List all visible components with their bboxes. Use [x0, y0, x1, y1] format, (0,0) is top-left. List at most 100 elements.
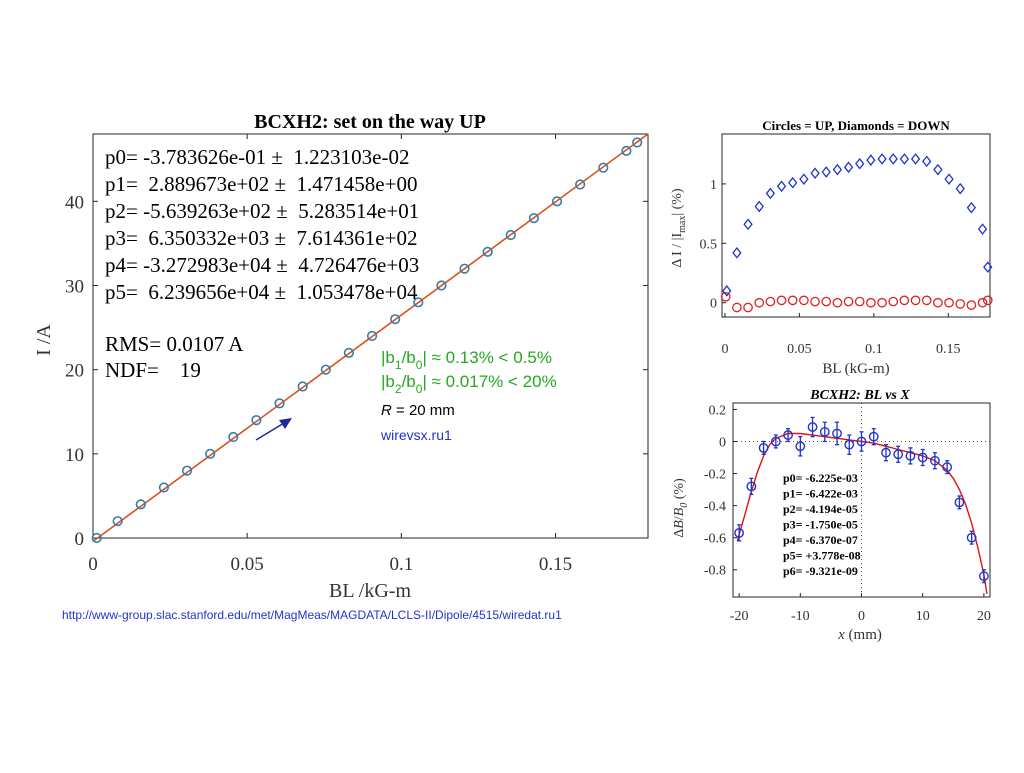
bl-vs-x-data-point [930, 455, 940, 466]
updown-data-points [720, 153, 993, 313]
main-data-point [436, 280, 447, 291]
bl-vs-x-fit-curve-group [736, 432, 988, 594]
bl-vs-x-fit-param: p6= -9.321e-09 [783, 564, 858, 578]
up-circle-point [921, 295, 932, 306]
main-data-point [320, 364, 331, 375]
main-data-point [413, 297, 424, 308]
main-data-point [390, 314, 401, 325]
bl-vs-x-data-point [942, 462, 953, 473]
radius-value: = 20 mm [392, 402, 455, 419]
main-data-point [251, 415, 262, 426]
down-diamond-point [977, 223, 988, 235]
down-diamond-point [888, 153, 898, 165]
updown-x-tick-label: 0.15 [936, 342, 961, 357]
bl-vs-x-y-tick-label: 0 [719, 435, 726, 450]
up-circle-point [854, 296, 865, 307]
bl-vs-x-y-tick-label: 0.2 [709, 403, 727, 418]
bl-vs-x-x-tick-label: -20 [730, 609, 749, 624]
b2-ratio-mid: /b [402, 372, 416, 391]
bl-vs-x-data-point [844, 439, 855, 450]
source-file-label: wirevsx.ru1 [380, 427, 452, 443]
down-diamond-point [732, 246, 742, 259]
bl-vs-x-fit-param: p0= -6.225e-03 [783, 471, 858, 485]
up-circle-point [743, 302, 753, 313]
updown-x-tick-label: 0 [721, 342, 728, 357]
main-data-point [205, 448, 216, 459]
data-url-link[interactable]: http://www-group.slac.stanford.edu/met/M… [62, 608, 562, 622]
up-circle-point [810, 296, 820, 307]
ndf-value: NDF= 19 [105, 358, 201, 382]
main-data-point [575, 179, 586, 190]
bl-vs-x-y-tick-label: -0.6 [704, 532, 726, 547]
radius-note: R = 20 mm [381, 402, 455, 419]
up-circle-point [944, 297, 954, 308]
up-circle-point [787, 295, 798, 306]
fit-parameters: p0= -3.783626e-01 ± 1.223103e-02 p1= 2.8… [105, 145, 419, 382]
down-diamond-point [877, 153, 887, 165]
bl-vs-x-data-point [893, 449, 904, 460]
main-data-point [528, 213, 540, 224]
up-circle-point [799, 295, 809, 306]
up-circle-point [877, 297, 887, 308]
bl-vs-x-x-axis-label: x (mm) [837, 627, 882, 643]
bl-vs-x-data-point [917, 452, 928, 463]
down-diamond-point [899, 153, 910, 165]
rms-value: RMS= 0.0107 A [105, 332, 244, 356]
main-plot-frame [92, 133, 649, 539]
b1-ratio-rest: | ≈ 0.13% < 0.5% [422, 348, 552, 367]
bl-vs-x-data-point [978, 571, 989, 582]
fit-param-p1: p1= 2.889673e+02 ± 1.471458e+00 [105, 172, 417, 196]
main-data-points [91, 137, 643, 544]
down-diamond-point [754, 200, 764, 213]
bl-vs-x-y-tick-label: -0.2 [704, 468, 726, 483]
b2-ratio-sub2: 2 [395, 382, 402, 396]
down-diamond-point [788, 176, 798, 189]
down-diamond-point [765, 187, 776, 200]
main-data-point [482, 246, 493, 257]
up-circle-point [899, 295, 910, 306]
up-circle-point [732, 302, 742, 313]
main-y-tick-label: 30 [65, 277, 84, 298]
bl-vs-x-fit-param: p5= +3.778e-08 [783, 549, 861, 563]
down-diamond-point [722, 285, 732, 297]
main-x-tick-label: 0.15 [539, 554, 572, 575]
main-data-point [459, 263, 470, 274]
main-chart-title: BCXH2: set on the way UP [254, 111, 486, 133]
updown-x-tick-label: 0.05 [787, 342, 812, 357]
direction-arrow [255, 418, 292, 441]
updown-x-axis-label: BL (kG-m) [822, 361, 889, 377]
b2-ratio-rest: | ≈ 0.017% < 20% [422, 372, 556, 391]
up-circle-point [977, 297, 988, 308]
bl-vs-x-chart-title: BCXH2: BL vs X [809, 388, 910, 403]
up-circle-point [843, 296, 854, 307]
b2-ratio-a: |b [381, 372, 395, 391]
main-data-point [621, 145, 632, 156]
bl-vs-x-data-point [954, 497, 965, 508]
b2-ratio-sub0: 0 [416, 382, 423, 396]
b1-ratio-mid: /b [402, 348, 416, 367]
main-x-tick-label: 0.1 [389, 554, 413, 575]
main-data-point [632, 137, 643, 148]
updown-y-axis-label: Δ I / |Imax| (%) [670, 188, 688, 268]
bl-vs-x-x-tick-label: 0 [858, 609, 865, 624]
main-x-tick-label: 0.05 [231, 554, 264, 575]
main-data-point [91, 532, 102, 544]
b1-ratio-a: |b [381, 348, 395, 367]
main-data-point [181, 465, 193, 476]
bl-vs-x-y-tick-label: -0.8 [704, 564, 726, 579]
down-diamond-point [944, 173, 954, 185]
up-circle-point [955, 299, 966, 309]
b1-ratio: |b1/b0| ≈ 0.13% < 0.5% [381, 348, 552, 372]
up-circle-point [832, 297, 843, 308]
up-circle-point [982, 295, 993, 306]
bl-vs-x-data-point [966, 532, 977, 543]
bl-vs-x-data-point [905, 451, 916, 461]
main-y-axis-label: I /A [33, 324, 55, 356]
bl-vs-x-data-point [783, 430, 793, 440]
main-y-tick-label: 10 [65, 445, 84, 466]
updown-ticks: 0 0.05 0.1 0.15 0 0.5 1 [700, 178, 961, 357]
up-circle-point [933, 297, 943, 308]
